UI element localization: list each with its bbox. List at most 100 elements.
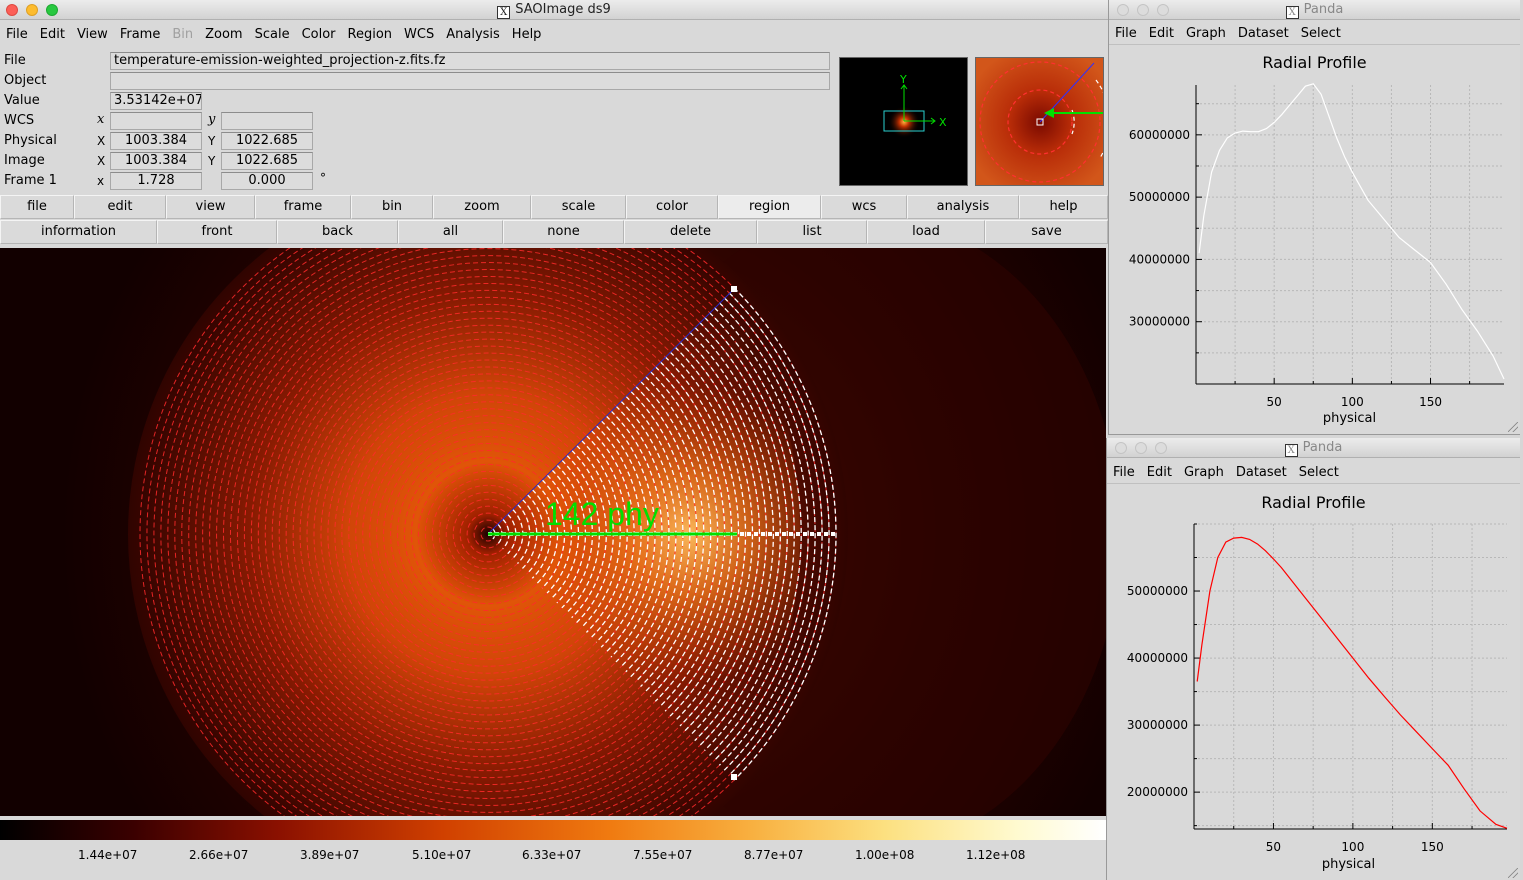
colorbar-tick: 3.89e+07 <box>300 848 360 862</box>
image-x-label: X <box>97 154 106 168</box>
physical-y-value: 1022.685 <box>221 132 313 150</box>
series-line <box>1198 83 1505 380</box>
panda-1-minimize-button[interactable] <box>1137 4 1149 16</box>
y-tick-label: 20000000 <box>1127 785 1188 799</box>
panda-2-titlebar[interactable]: X Panda <box>1107 438 1520 458</box>
panda-1-zoom-button[interactable] <box>1157 4 1169 16</box>
panda-selected-arc <box>664 356 740 712</box>
btn-help[interactable]: help <box>1019 195 1108 219</box>
btn-back[interactable]: back <box>277 220 398 244</box>
x-tick-label: 50 <box>1267 395 1282 409</box>
panda-2-menu-file[interactable]: File <box>1113 465 1135 480</box>
x-tick-label: 150 <box>1421 840 1444 854</box>
colorbar[interactable] <box>0 820 1106 840</box>
panda-2-menu-dataset[interactable]: Dataset <box>1235 465 1287 480</box>
image-canvas[interactable]: 142 phy <box>0 248 1106 816</box>
minimize-window-button[interactable] <box>26 4 38 16</box>
panda-selected-arc <box>674 346 754 722</box>
menu-file[interactable]: File <box>6 27 28 42</box>
panner[interactable]: Y X <box>839 57 968 186</box>
menu-view[interactable]: View <box>76 27 108 42</box>
btn-zoom[interactable]: zoom <box>433 195 531 219</box>
colorbar-tick: 1.44e+07 <box>78 848 138 862</box>
btn-all[interactable]: all <box>398 220 503 244</box>
y-tick-label: 60000000 <box>1129 128 1190 142</box>
panda-selected-arc <box>669 351 747 717</box>
image-frame[interactable]: 142 phy <box>0 248 1106 816</box>
panda-1-menubar: File Edit Graph Dataset Select <box>1109 21 1520 45</box>
menu-region[interactable]: Region <box>347 27 393 42</box>
panda-selected-arc <box>521 499 538 569</box>
panda-2-zoom-button[interactable] <box>1155 442 1167 454</box>
panda-selected-arc <box>704 316 795 752</box>
magnifier-ring-outer <box>979 61 1101 183</box>
ds9-titlebar[interactable]: X SAOImage ds9 <box>0 0 1108 20</box>
panda-annulus <box>223 269 753 799</box>
menu-bin[interactable]: Bin <box>172 27 194 42</box>
wcs-y-label: y <box>208 112 216 127</box>
panda-1-menu-dataset[interactable]: Dataset <box>1237 26 1289 41</box>
panda-1-titlebar[interactable]: X Panda <box>1109 0 1520 20</box>
panda-1-menu-select[interactable]: Select <box>1300 26 1341 41</box>
btn-front[interactable]: front <box>157 220 277 244</box>
btn-region[interactable]: region <box>718 195 821 219</box>
zoom-window-button[interactable] <box>46 4 58 16</box>
btn-analysis[interactable]: analysis <box>907 195 1019 219</box>
btn-color[interactable]: color <box>626 195 718 219</box>
frame-label: Frame 1 <box>4 173 57 188</box>
panda-2-menu-edit[interactable]: Edit <box>1146 465 1172 480</box>
panda-2-menu-select[interactable]: Select <box>1298 465 1339 480</box>
panner-y-arrow <box>900 84 908 90</box>
physical-x-value: 1003.384 <box>110 132 202 150</box>
panda-2-resize-grip[interactable] <box>1508 868 1518 878</box>
physical-x-label: X <box>97 134 106 148</box>
y-tick-label: 30000000 <box>1129 315 1190 329</box>
panda-selected-arc <box>585 435 628 633</box>
x-tick-label: 150 <box>1419 395 1442 409</box>
panda-1-resize-grip[interactable] <box>1508 422 1518 432</box>
menu-edit[interactable]: Edit <box>39 27 65 42</box>
menu-analysis[interactable]: Analysis <box>446 27 500 42</box>
panda-2-menu-graph[interactable]: Graph <box>1183 465 1224 480</box>
btn-none[interactable]: none <box>503 220 624 244</box>
panda-1-menu-file[interactable]: File <box>1115 26 1137 41</box>
panda-handle-bottom[interactable] <box>731 774 737 780</box>
btn-edit[interactable]: edit <box>74 195 166 219</box>
value-label: Value <box>4 93 40 108</box>
menu-wcs[interactable]: WCS <box>404 27 435 42</box>
panda-2-minimize-button[interactable] <box>1135 442 1147 454</box>
menu-scale[interactable]: Scale <box>254 27 290 42</box>
panda-1-menu-edit[interactable]: Edit <box>1148 26 1174 41</box>
btn-information[interactable]: information <box>0 220 157 244</box>
panda-2-plot[interactable]: 50 100 150 20000000 30000000 40000000 50000000 <box>1107 438 1520 858</box>
panda-1-close-button[interactable] <box>1117 4 1129 16</box>
btn-file[interactable]: file <box>0 195 74 219</box>
physical-y-label: Y <box>208 134 216 148</box>
btn-save[interactable]: save <box>985 220 1108 244</box>
panda-handle-top[interactable] <box>731 286 737 292</box>
panda-window-2: X Panda File Edit Graph Dataset Select Radial… <box>1106 438 1520 880</box>
object-label: Object <box>4 73 47 88</box>
btn-load[interactable]: load <box>867 220 985 244</box>
panda-1-plot[interactable]: 50 100 150 30000000 40000000 50000000 60000000 <box>1109 0 1520 410</box>
panda-2-close-button[interactable] <box>1115 442 1127 454</box>
btn-delete[interactable]: delete <box>624 220 757 244</box>
menu-frame[interactable]: Frame <box>119 27 161 42</box>
panda-1-plot-title: Radial Profile <box>1262 53 1367 72</box>
menu-zoom[interactable]: Zoom <box>205 27 243 42</box>
btn-wcs[interactable]: wcs <box>821 195 907 219</box>
btn-scale[interactable]: scale <box>531 195 626 219</box>
btn-list[interactable]: list <box>757 220 867 244</box>
colorbar-tick: 1.00e+08 <box>855 848 915 862</box>
frame-angle-value: 0.000 <box>221 172 313 190</box>
close-window-button[interactable] <box>6 4 18 16</box>
btn-frame[interactable]: frame <box>255 195 351 219</box>
menu-color[interactable]: Color <box>301 27 336 42</box>
panda-wedge-edge <box>487 288 735 535</box>
colorbar-tick: 1.12e+08 <box>966 848 1026 862</box>
panda-1-menu-graph[interactable]: Graph <box>1185 26 1226 41</box>
colorbar-tick: 2.66e+07 <box>189 848 249 862</box>
btn-view[interactable]: view <box>166 195 255 219</box>
menu-help[interactable]: Help <box>511 27 542 42</box>
btn-bin[interactable]: bin <box>351 195 433 219</box>
